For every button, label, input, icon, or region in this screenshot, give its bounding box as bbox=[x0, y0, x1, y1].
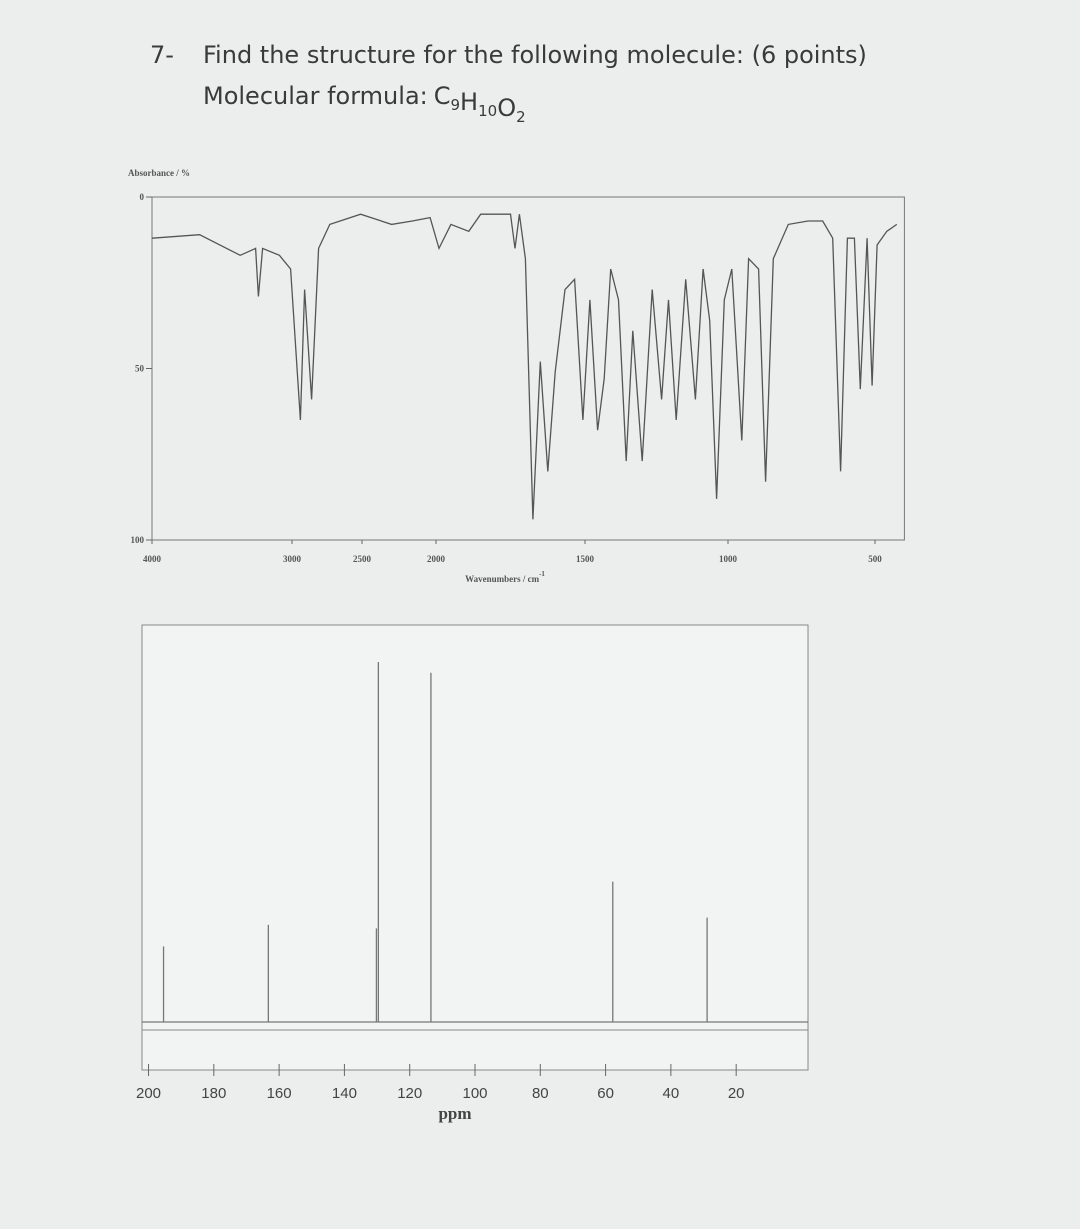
x-tick-label: 3000 bbox=[283, 554, 302, 564]
formula-line: Molecular formula: C9H10O2 bbox=[203, 82, 526, 126]
x-axis-label: ppm bbox=[438, 1104, 471, 1123]
x-axis-label: Wavenumbers / cm-1 bbox=[465, 570, 545, 584]
x-tick-label: 4000 bbox=[143, 554, 162, 564]
x-tick-label: 500 bbox=[868, 554, 882, 564]
nmr-spectrum: 200 180 160 140 120 100 80 60 40 20 ppm bbox=[136, 624, 809, 1123]
x-tick-label: 80 bbox=[532, 1085, 549, 1102]
formula-count: 2 bbox=[516, 108, 526, 126]
x-tick-label: 100 bbox=[462, 1085, 487, 1102]
x-tick-label: 180 bbox=[201, 1085, 226, 1102]
plot-frame bbox=[141, 624, 809, 1071]
x-tick-label: 1000 bbox=[719, 554, 738, 564]
formula-symbol: C bbox=[434, 82, 451, 110]
x-tick-label: 60 bbox=[597, 1085, 614, 1102]
x-tick-label: 40 bbox=[663, 1085, 680, 1102]
x-tick-label: 120 bbox=[397, 1085, 422, 1102]
y-tick-label: 50 bbox=[135, 364, 145, 374]
formula-count: 10 bbox=[478, 102, 497, 120]
formula-symbol: H bbox=[460, 88, 478, 116]
question-text: Find the structure for the following mol… bbox=[203, 41, 867, 69]
x-axis-label-sup: -1 bbox=[539, 570, 545, 578]
x-tick-label: 200 bbox=[136, 1085, 161, 1102]
ir-spectrum: Absorbance / % 0 50 100 4000 3000 2500 2000 1500… bbox=[128, 168, 905, 584]
question-number: 7- bbox=[150, 41, 174, 69]
x-tick-label: 1500 bbox=[576, 554, 595, 564]
x-tick-label: 2500 bbox=[353, 554, 372, 564]
x-tick-label: 20 bbox=[728, 1085, 745, 1102]
y-tick-label: 0 bbox=[140, 192, 145, 202]
x-tick-label: 140 bbox=[332, 1085, 357, 1102]
formula-count: 9 bbox=[451, 96, 461, 114]
x-tick-label: 2000 bbox=[427, 554, 446, 564]
y-axis-label: Absorbance / % bbox=[128, 168, 190, 178]
spectrum-line bbox=[151, 213, 898, 520]
y-tick-label: 100 bbox=[131, 535, 145, 545]
formula-label: Molecular formula: bbox=[203, 82, 428, 110]
x-tick-label: 160 bbox=[267, 1085, 292, 1102]
x-axis-label-text: Wavenumbers / cm bbox=[465, 574, 539, 584]
formula-symbol: O bbox=[497, 94, 516, 122]
